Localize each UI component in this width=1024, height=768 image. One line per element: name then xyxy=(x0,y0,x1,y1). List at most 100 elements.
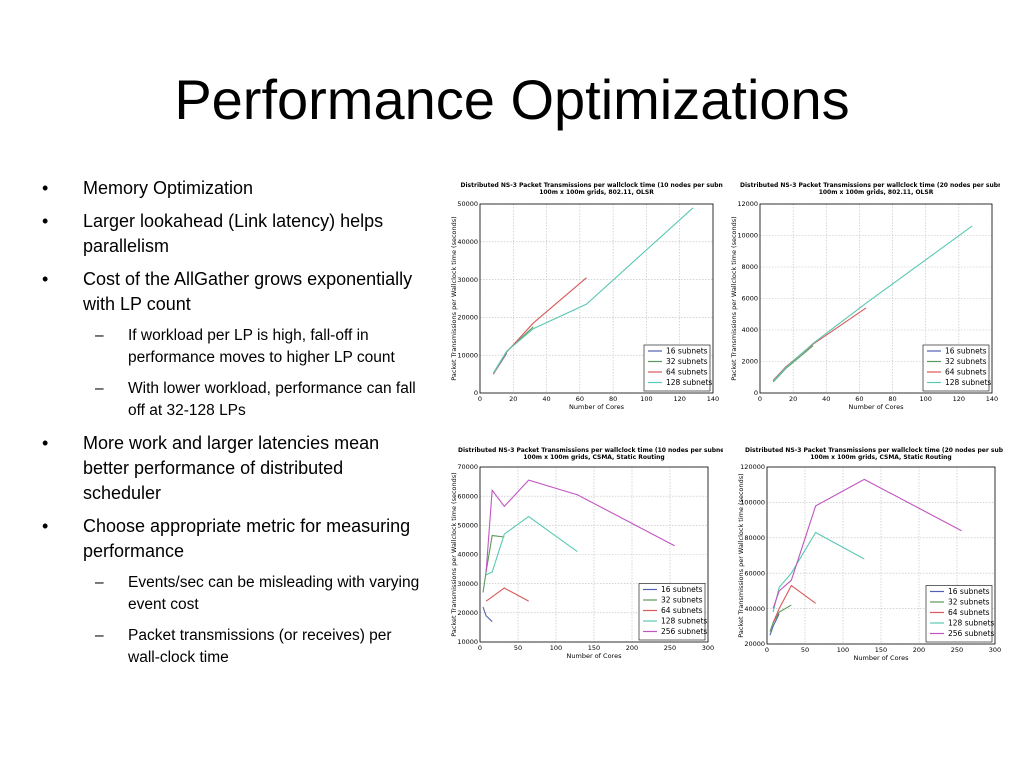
x-axis-label: Number of Cores xyxy=(569,403,625,411)
legend-label: 128 subnets xyxy=(666,378,712,387)
x-axis-label: Number of Cores xyxy=(567,652,623,660)
legend-box xyxy=(925,585,993,643)
sub-bullet-dash: – xyxy=(95,327,104,344)
legend-label: 32 subnets xyxy=(948,598,990,607)
x-tick-label: 60 xyxy=(576,395,584,403)
x-tick-label: 150 xyxy=(588,644,600,652)
bullet-dot: • xyxy=(42,269,49,289)
bullet-text: Choose appropriate metric for measuring … xyxy=(83,516,411,561)
bullet-text: Memory Optimization xyxy=(83,178,254,198)
x-tick-label: 100 xyxy=(550,644,562,652)
sub-bullet-dash: – xyxy=(95,574,104,591)
bullet-list: • Memory Optimization • Larger lookahead (… xyxy=(40,176,420,678)
chart-subtitle: 100m x 100m grids, 802.11, OLSR xyxy=(819,189,934,196)
sub-bullet-item: – If workload per LP is high, fall-off in… xyxy=(40,325,420,369)
y-tick-label: 30000 xyxy=(457,580,478,588)
legend-label: 256 subnets xyxy=(948,629,994,638)
bullet-text: Cost of the AllGather grows exponentiall… xyxy=(83,269,413,314)
y-tick-label: 6000 xyxy=(741,295,758,303)
y-tick-label: 120000 xyxy=(740,463,765,471)
y-tick-label: 70000 xyxy=(457,463,478,471)
series-line xyxy=(772,531,865,613)
y-tick-label: 2000 xyxy=(741,358,758,366)
x-tick-label: 60 xyxy=(855,395,863,403)
y-tick-label: 60000 xyxy=(457,492,478,500)
series-line xyxy=(485,587,529,602)
y-tick-label: 50000 xyxy=(457,522,478,530)
y-axis-label: Packet Transmissions per Wallclock time … xyxy=(450,216,458,380)
legend-label: 128 subnets xyxy=(948,619,994,628)
x-tick-label: 0 xyxy=(758,395,762,403)
plot-frame xyxy=(759,203,993,394)
sub-bullet-item: – Packet transmissions (or receives) per … xyxy=(40,625,420,669)
legend-box xyxy=(922,344,990,392)
series-line xyxy=(492,207,694,374)
legend-label: 16 subnets xyxy=(948,587,990,596)
bullet-item: • Choose appropriate metric for measuring… xyxy=(40,514,420,564)
x-tick-label: 50 xyxy=(801,646,809,654)
bullet-item: • Cost of the AllGather grows exponential… xyxy=(40,267,420,317)
y-tick-label: 30000 xyxy=(457,276,478,284)
bullet-dot: • xyxy=(42,433,49,453)
series-line xyxy=(482,534,505,593)
bullet-item: • Memory Optimization xyxy=(40,176,420,201)
y-tick-label: 10000 xyxy=(737,232,758,240)
sub-bullet-text: Events/sec can be misleading with varyin… xyxy=(128,574,420,613)
y-tick-label: 12000 xyxy=(737,200,758,208)
series-line xyxy=(772,584,816,623)
sub-bullet-dash: – xyxy=(95,627,104,644)
chart-title: Distributed NS-3 Packet Transmissions pe… xyxy=(461,182,723,189)
x-tick-label: 40 xyxy=(542,395,550,403)
legend-label: 128 subnets xyxy=(661,617,707,626)
x-tick-label: 100 xyxy=(920,395,932,403)
series-line xyxy=(772,225,973,382)
bullet-item: • Larger lookahead (Link latency) helps p… xyxy=(40,209,420,259)
sub-bullet-text: With lower workload, performance can fal… xyxy=(128,380,416,419)
y-tick-label: 20000 xyxy=(457,314,478,322)
sub-bullet-item: – With lower workload, performance can fa… xyxy=(40,378,420,422)
series-line xyxy=(769,604,792,632)
y-tick-label: 10000 xyxy=(457,638,478,646)
bullet-item: • More work and larger latencies mean bet… xyxy=(40,431,420,506)
x-tick-label: 80 xyxy=(888,395,896,403)
bullet-dot: • xyxy=(42,516,49,536)
legend-label: 64 subnets xyxy=(948,608,990,617)
y-axis-label: Packet Transmissions per Wallclock time … xyxy=(737,473,745,637)
series-line xyxy=(769,613,780,636)
y-tick-label: 0 xyxy=(474,389,478,397)
x-tick-label: 120 xyxy=(953,395,965,403)
x-tick-label: 100 xyxy=(640,395,652,403)
chart-csma-10-nodes: Distributed NS-3 Packet Transmissions pe… xyxy=(450,447,723,660)
y-tick-label: 4000 xyxy=(741,326,758,334)
sub-bullet-dash: – xyxy=(95,380,104,397)
x-tick-label: 80 xyxy=(609,395,617,403)
x-tick-label: 300 xyxy=(702,644,714,652)
y-tick-label: 0 xyxy=(754,389,758,397)
chart-subtitle: 100m x 100m grids, 802.11, OLSR xyxy=(539,189,654,196)
chart-csma-20-nodes: Distributed NS-3 Packet Transmissions pe… xyxy=(737,447,1003,662)
legend-label: 64 subnets xyxy=(945,368,987,377)
x-tick-label: 0 xyxy=(478,395,482,403)
y-tick-label: 8000 xyxy=(741,263,758,271)
x-tick-label: 40 xyxy=(822,395,830,403)
legend-label: 64 subnets xyxy=(661,606,703,615)
plot-frame xyxy=(479,203,714,394)
legend-label: 16 subnets xyxy=(661,585,703,594)
y-tick-label: 50000 xyxy=(457,200,478,208)
legend-label: 16 subnets xyxy=(945,347,987,356)
x-axis-label: Number of Cores xyxy=(849,403,905,411)
x-tick-label: 140 xyxy=(707,395,719,403)
y-tick-label: 40000 xyxy=(457,551,478,559)
y-tick-label: 20000 xyxy=(744,640,765,648)
x-tick-label: 250 xyxy=(951,646,963,654)
x-tick-label: 0 xyxy=(765,646,769,654)
bullet-text: More work and larger latencies mean bett… xyxy=(83,433,380,503)
x-tick-label: 200 xyxy=(913,646,925,654)
legend-label: 256 subnets xyxy=(661,627,707,636)
legend-label: 128 subnets xyxy=(945,378,991,387)
legend-box xyxy=(638,583,706,641)
series-line xyxy=(485,479,675,573)
x-tick-label: 300 xyxy=(989,646,1001,654)
series-line xyxy=(772,478,962,609)
chart-title: Distributed NS-3 Packet Transmissions pe… xyxy=(458,447,723,454)
